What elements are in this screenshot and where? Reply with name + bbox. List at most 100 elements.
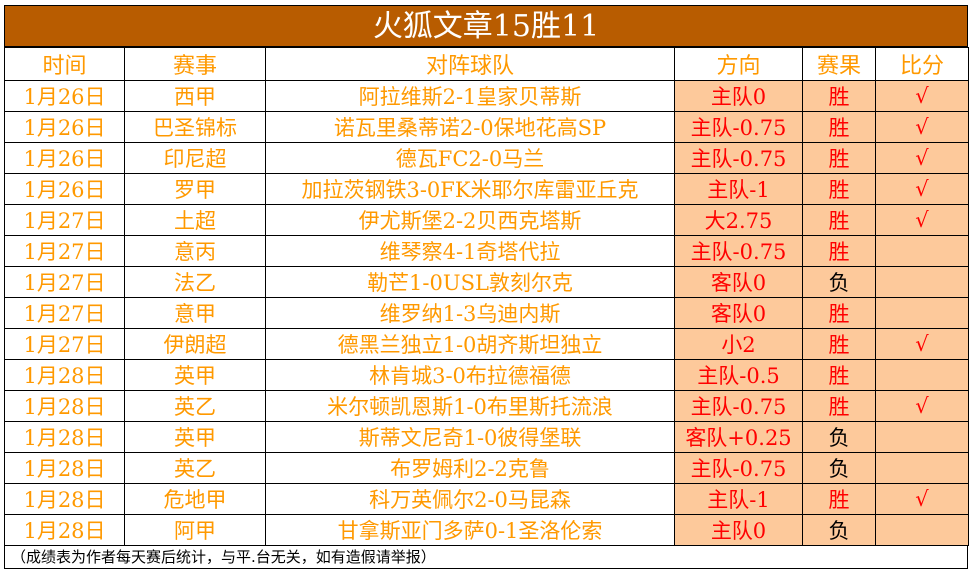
footer-note: （成绩表为作者每天赛后统计，与平.台无关，如有造假请举报） (4, 546, 968, 569)
mark-cell (875, 421, 969, 453)
result-cell: 负 (802, 421, 876, 453)
league-cell: 印尼超 (124, 142, 266, 174)
direction-cell: 大2.75 (674, 204, 803, 236)
direction-cell: 主队-1 (674, 173, 803, 205)
results-sheet: 火狐文章15胜11 时间 赛事 对阵球队 方向 赛果 比分 1月26日 西甲 阿拉维… (4, 5, 969, 569)
table-row: 1月28日 英甲 斯蒂文尼奇1-0彼得堡联 客队+0.25 负 (4, 421, 969, 453)
table-row: 1月26日 罗甲 加拉茨钢铁3-0FK米耶尔库雷亚丘克 主队-1 胜 √ (4, 173, 969, 205)
mark-cell: √ (875, 204, 969, 236)
league-cell: 英乙 (124, 452, 266, 484)
header-row: 时间 赛事 对阵球队 方向 赛果 比分 (4, 47, 969, 81)
match-cell: 伊尤斯堡2-2贝西克塔斯 (265, 204, 675, 236)
table-row: 1月28日 英乙 布罗姆利2-2克鲁 主队-0.75 负 (4, 452, 969, 484)
mark-cell: √ (875, 142, 969, 174)
mark-cell: √ (875, 483, 969, 515)
date-cell: 1月26日 (4, 173, 125, 205)
result-cell: 胜 (802, 142, 876, 174)
table-row: 1月27日 土超 伊尤斯堡2-2贝西克塔斯 大2.75 胜 √ (4, 204, 969, 236)
mark-cell: √ (875, 390, 969, 422)
results-table: 时间 赛事 对阵球队 方向 赛果 比分 1月26日 西甲 阿拉维斯2-1皇家贝蒂斯主… (4, 47, 969, 546)
league-cell: 危地甲 (124, 483, 266, 515)
match-cell: 林肯城3-0布拉德福德 (265, 359, 675, 391)
date-cell: 1月27日 (4, 328, 125, 360)
result-cell: 胜 (802, 328, 876, 360)
mark-cell: √ (875, 328, 969, 360)
direction-cell: 主队-0.5 (674, 359, 803, 391)
mark-cell (875, 266, 969, 298)
table-row: 1月27日 意丙 维琴察4-1奇塔代拉 主队-0.75 胜 (4, 235, 969, 267)
date-cell: 1月28日 (4, 452, 125, 484)
match-cell: 科万英佩尔2-0马昆森 (265, 483, 675, 515)
match-cell: 维琴察4-1奇塔代拉 (265, 235, 675, 267)
direction-cell: 主队-0.75 (674, 390, 803, 422)
date-cell: 1月27日 (4, 235, 125, 267)
match-cell: 勒芒1-0USL敦刻尔克 (265, 266, 675, 298)
date-cell: 1月28日 (4, 421, 125, 453)
date-cell: 1月26日 (4, 80, 125, 112)
header-direction: 方向 (674, 47, 803, 81)
match-cell: 诺瓦里桑蒂诺2-0保地花高SP (265, 111, 675, 143)
result-cell: 胜 (802, 483, 876, 515)
table-row: 1月28日 危地甲 科万英佩尔2-0马昆森 主队-1 胜 √ (4, 483, 969, 515)
result-cell: 胜 (802, 359, 876, 391)
date-cell: 1月26日 (4, 111, 125, 143)
header-result: 赛果 (802, 47, 876, 81)
result-cell: 负 (802, 452, 876, 484)
table-row: 1月28日 英乙 米尔顿凯恩斯1-0布里斯托流浪 主队-0.75 胜 √ (4, 390, 969, 422)
date-cell: 1月28日 (4, 514, 125, 546)
mark-cell (875, 514, 969, 546)
table-row: 1月27日 法乙 勒芒1-0USL敦刻尔克 客队0 负 (4, 266, 969, 298)
result-cell: 胜 (802, 111, 876, 143)
result-cell: 胜 (802, 235, 876, 267)
league-cell: 伊朗超 (124, 328, 266, 360)
mark-cell (875, 359, 969, 391)
result-cell: 胜 (802, 80, 876, 112)
mark-cell: √ (875, 173, 969, 205)
direction-cell: 主队0 (674, 80, 803, 112)
date-cell: 1月26日 (4, 142, 125, 174)
direction-cell: 主队-1 (674, 483, 803, 515)
header-league: 赛事 (124, 47, 266, 81)
direction-cell: 客队+0.25 (674, 421, 803, 453)
match-cell: 布罗姆利2-2克鲁 (265, 452, 675, 484)
league-cell: 英甲 (124, 421, 266, 453)
league-cell: 土超 (124, 204, 266, 236)
direction-cell: 主队-0.75 (674, 452, 803, 484)
table-row: 1月27日 伊朗超 德黑兰独立1-0胡齐斯坦独立 小2 胜 √ (4, 328, 969, 360)
league-cell: 罗甲 (124, 173, 266, 205)
direction-cell: 主队-0.75 (674, 142, 803, 174)
sheet-title: 火狐文章15胜11 (4, 5, 968, 47)
mark-cell: √ (875, 111, 969, 143)
result-cell: 胜 (802, 390, 876, 422)
result-cell: 胜 (802, 297, 876, 329)
league-cell: 英乙 (124, 390, 266, 422)
match-cell: 加拉茨钢铁3-0FK米耶尔库雷亚丘克 (265, 173, 675, 205)
league-cell: 阿甲 (124, 514, 266, 546)
league-cell: 意甲 (124, 297, 266, 329)
direction-cell: 小2 (674, 328, 803, 360)
direction-cell: 主队-0.75 (674, 235, 803, 267)
mark-cell (875, 452, 969, 484)
result-cell: 负 (802, 514, 876, 546)
date-cell: 1月27日 (4, 204, 125, 236)
mark-cell (875, 297, 969, 329)
match-cell: 甘拿斯亚门多萨0-1圣洛伦索 (265, 514, 675, 546)
mark-cell: √ (875, 80, 969, 112)
table-row: 1月28日 阿甲 甘拿斯亚门多萨0-1圣洛伦索 主队0 负 (4, 514, 969, 546)
direction-cell: 客队0 (674, 266, 803, 298)
match-cell: 阿拉维斯2-1皇家贝蒂斯 (265, 80, 675, 112)
table-row: 1月26日 西甲 阿拉维斯2-1皇家贝蒂斯 主队0 胜 √ (4, 80, 969, 112)
date-cell: 1月28日 (4, 390, 125, 422)
league-cell: 巴圣锦标 (124, 111, 266, 143)
league-cell: 英甲 (124, 359, 266, 391)
match-cell: 米尔顿凯恩斯1-0布里斯托流浪 (265, 390, 675, 422)
mark-cell (875, 235, 969, 267)
date-cell: 1月27日 (4, 297, 125, 329)
result-cell: 负 (802, 266, 876, 298)
match-cell: 德瓦FC2-0马兰 (265, 142, 675, 174)
result-cell: 胜 (802, 204, 876, 236)
league-cell: 西甲 (124, 80, 266, 112)
league-cell: 意丙 (124, 235, 266, 267)
date-cell: 1月27日 (4, 266, 125, 298)
table-row: 1月27日 意甲 维罗纳1-3乌迪内斯 客队0 胜 (4, 297, 969, 329)
